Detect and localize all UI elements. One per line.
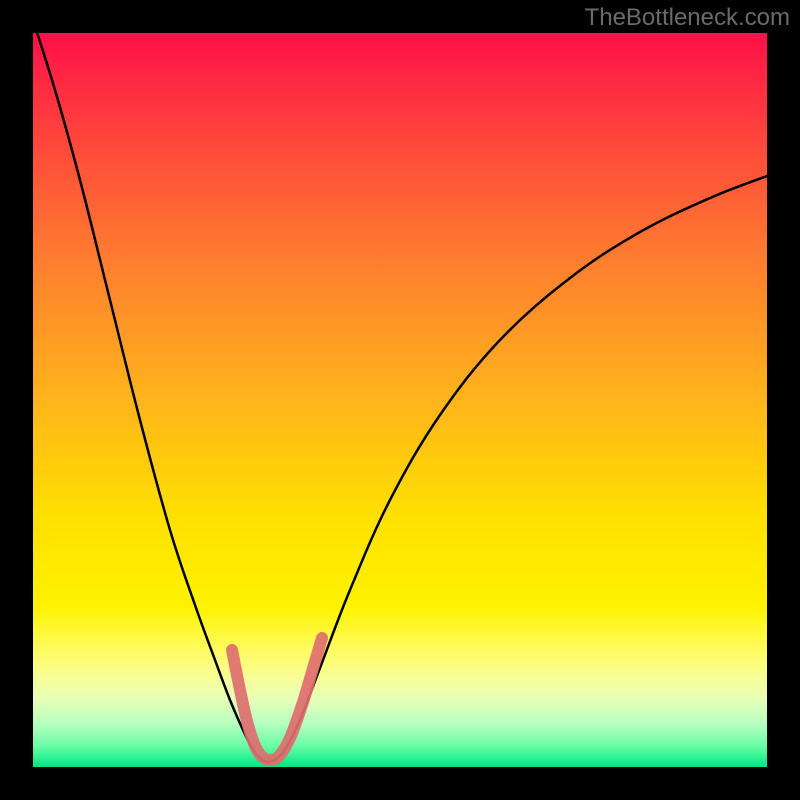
plot-background bbox=[33, 33, 767, 767]
chart-container: TheBottleneck.com bbox=[0, 0, 800, 800]
watermark-text: TheBottleneck.com bbox=[585, 4, 790, 32]
bottleneck-chart bbox=[0, 0, 800, 800]
